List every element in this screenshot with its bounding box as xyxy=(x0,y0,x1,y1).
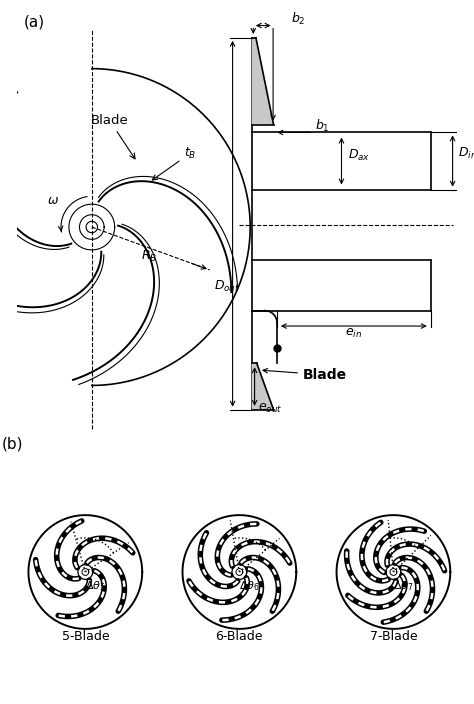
Text: $\Delta\theta_5$: $\Delta\theta_5$ xyxy=(85,579,106,593)
Text: 7-Blade: 7-Blade xyxy=(370,630,417,643)
Text: Blade: Blade xyxy=(263,367,347,382)
Polygon shape xyxy=(252,363,273,410)
Text: $R_B$: $R_B$ xyxy=(141,249,157,264)
Text: (b): (b) xyxy=(2,436,23,452)
Text: Blade: Blade xyxy=(91,113,135,159)
Polygon shape xyxy=(252,38,273,125)
Text: $e_{out}$: $e_{out}$ xyxy=(258,402,282,415)
Text: $\Delta\theta_6$: $\Delta\theta_6$ xyxy=(239,579,260,593)
Text: (a): (a) xyxy=(24,15,45,30)
Text: $b_1$: $b_1$ xyxy=(315,118,330,134)
Text: 6-Blade: 6-Blade xyxy=(216,630,263,643)
Text: 5-Blade: 5-Blade xyxy=(62,630,109,643)
Text: $D_{in}$: $D_{in}$ xyxy=(458,146,474,161)
Text: $t_B$: $t_B$ xyxy=(152,146,197,180)
Text: $\omega$: $\omega$ xyxy=(47,194,59,207)
Text: $b_2$: $b_2$ xyxy=(291,11,306,27)
Text: $D_{ax}$: $D_{ax}$ xyxy=(348,148,370,163)
Text: $e_{in}$: $e_{in}$ xyxy=(345,327,362,340)
Text: $\Delta\theta_7$: $\Delta\theta_7$ xyxy=(393,579,414,593)
Text: $D_{out}$: $D_{out}$ xyxy=(214,279,240,294)
